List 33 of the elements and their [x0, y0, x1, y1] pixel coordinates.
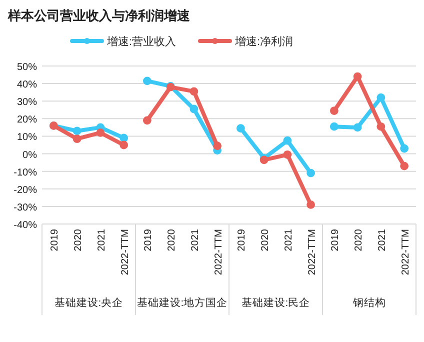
- y-tick-label: -40%: [14, 220, 38, 231]
- x-tick-label: 2019: [50, 228, 61, 252]
- x-tick-label: 2021: [376, 228, 388, 252]
- y-tick-label: 30%: [16, 97, 38, 108]
- x-axis-title: 基础建设:民企: [241, 296, 310, 309]
- x-tick-label: 2021: [190, 228, 201, 252]
- x-tick-label: 2022-TTM: [306, 229, 318, 276]
- x-tick-label: 2022-TTM: [400, 229, 412, 276]
- legend-label: 增速:营业收入: [106, 35, 176, 48]
- x-tick-label: 2020: [260, 228, 272, 252]
- x-tick-label: 2020: [73, 228, 84, 252]
- y-tick-label: 20%: [16, 114, 38, 126]
- x-tick-label: 2022-TTM: [120, 229, 131, 276]
- y-tick-label: -30%: [14, 202, 38, 214]
- y-tick-label: -10%: [14, 167, 38, 178]
- x-tick-label: 2021: [283, 228, 294, 252]
- x-axis-title: 钢结构: [352, 296, 386, 309]
- x-tick-label: 2019: [236, 228, 248, 252]
- x-tick-label: 2020: [166, 228, 178, 252]
- x-tick-label: 2020: [354, 228, 365, 252]
- x-tick-label: 2021: [96, 228, 108, 252]
- x-axis-title: 基础建设:地方国企: [136, 296, 228, 309]
- x-tick-label: 2019: [143, 228, 154, 252]
- y-tick-label: 0%: [22, 150, 38, 161]
- chart-title: 样本公司营业收入与净利润增速: [7, 8, 191, 23]
- legend-label: 增速:净利润: [234, 35, 294, 48]
- y-tick-label: 50%: [16, 62, 38, 73]
- y-tick-label: -20%: [14, 184, 38, 196]
- x-axis-title: 基础建设:央企: [54, 296, 124, 309]
- x-tick-label: 2019: [330, 228, 342, 252]
- y-tick-label: 10%: [16, 132, 38, 144]
- y-tick-label: 40%: [16, 80, 38, 91]
- x-tick-label: 2022-TTM: [213, 229, 224, 276]
